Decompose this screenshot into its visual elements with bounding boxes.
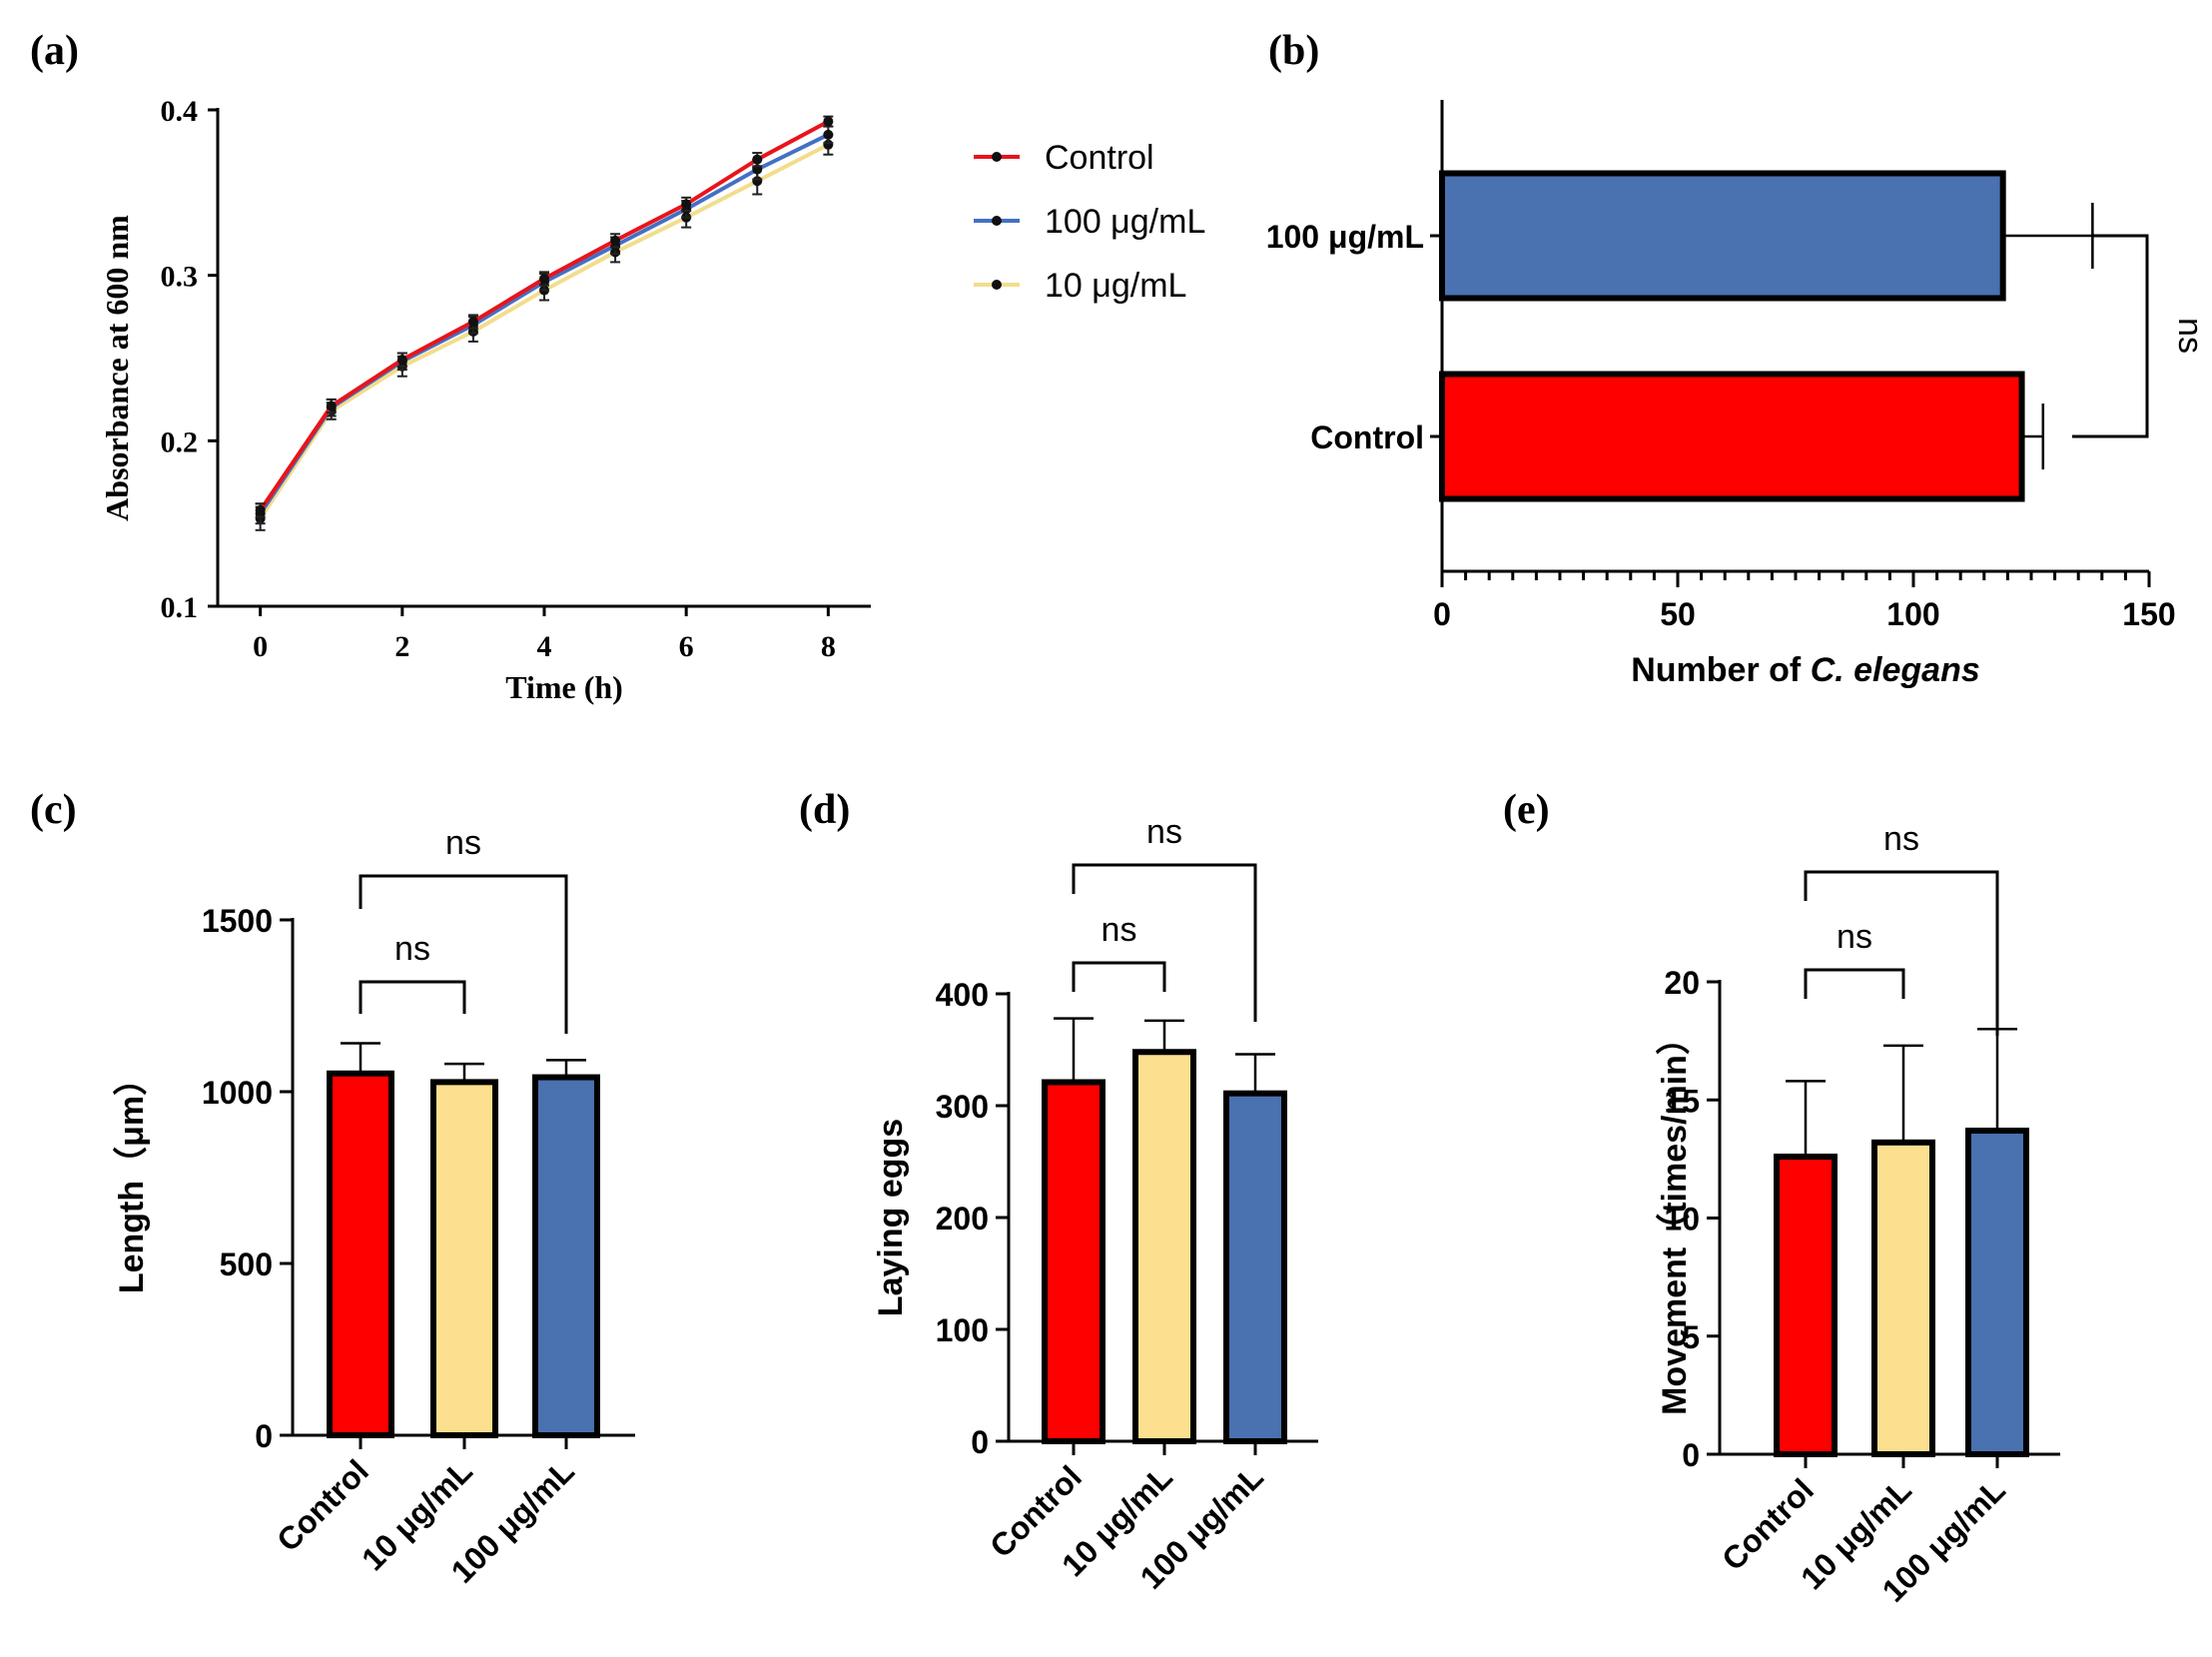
legend-marker [992,280,1002,290]
legend-marker [992,216,1002,226]
y-axis-label: Laying eggs [872,1119,910,1316]
x-category-label: Control [270,1452,375,1558]
x-tick-label: 100 [1886,596,1939,632]
y-category-label: 100 μg/mL [1266,219,1424,255]
data-point [823,116,834,127]
x-tick-label: 8 [821,630,836,663]
x-tick-label: 0 [1433,596,1451,632]
panel-label-d: (d) [799,787,850,833]
y-axis-label: Length（μm） [112,1062,151,1293]
panel-label-b: (b) [1268,28,1319,74]
y-tick-label: 20 [1664,965,1700,1001]
series-line [258,133,830,515]
data-point [681,199,692,210]
significance-label: ns [1883,820,1919,858]
x-axis-label-italic: C. elegans [1811,651,1980,689]
y-tick-label: 0.4 [161,95,199,128]
x-tick-label: 0 [253,630,268,663]
legend-marker [992,152,1002,162]
significance-label: ns [1146,813,1182,851]
x-axis-label: Number of C. elegans [1631,651,1980,689]
bar [532,1074,600,1438]
data-point [539,273,549,284]
y-tick-label: 0.1 [161,591,199,624]
panel-label-e: (e) [1503,787,1550,833]
significance-bracket [359,980,466,1014]
significance-label: ns [394,930,430,968]
significance-bracket [1072,863,1257,1022]
bar [430,1079,498,1439]
significance-label: ns [1102,911,1137,949]
y-tick-label: 0 [255,1418,273,1454]
bar [327,1070,394,1438]
bar [1439,371,2025,502]
y-tick-label: 0.2 [161,425,199,458]
y-tick-label: 1000 [202,1075,273,1111]
bar [1042,1079,1106,1444]
y-tick-label: 500 [220,1246,273,1282]
significance-bracket [2072,234,2149,438]
series-line [258,119,830,512]
bar [1439,170,2006,302]
data-point [610,235,621,246]
bar [1223,1090,1287,1445]
data-point [823,129,834,140]
data-point [326,401,337,412]
y-tick-label: 400 [936,977,989,1013]
x-tick-label: 4 [537,630,552,663]
y-axis-label: Absorbance at 600 nm [99,215,135,521]
chart-a-absorbance: 0.1 0.2 0.3 0.4 0 2 4 6 8 Time (h) Absorbance at 6… [99,95,1205,705]
bar [1965,1127,2029,1457]
data-point [752,154,763,165]
y-tick-label: 0.3 [161,261,199,294]
significance-bracket [1072,961,1166,992]
x-tick-label: 50 [1660,596,1696,632]
significance-label: ns [1837,918,1872,956]
bar [1774,1154,1838,1457]
y-category-label: Control [1310,419,1424,455]
x-axis-label: Time (h) [505,669,623,705]
y-tick-label: 100 [936,1312,989,1348]
y-tick-label: 5 [1682,1319,1700,1355]
chart-b-number: 100 μg/mL Control 0 50 100 150 Number of C. el… [1266,100,2209,689]
y-tick-label: 15 [1664,1083,1700,1119]
data-point [396,355,407,366]
y-tick-label: 0 [1682,1437,1700,1473]
x-tick-label: 2 [394,630,409,663]
panel-label-a: (a) [30,28,79,74]
data-point [467,317,478,328]
y-tick-label: 10 [1664,1202,1700,1238]
significance-bracket [1804,870,1999,1036]
significance-bracket [359,874,568,1034]
significance-label: ns [445,824,481,862]
bar [1871,1139,1935,1457]
y-tick-label: 200 [936,1201,989,1237]
legend-label: 100 μg/mL [1045,203,1205,241]
y-tick-label: 300 [936,1089,989,1125]
y-tick-label: 0 [971,1424,989,1460]
legend-label: 10 μg/mL [1045,267,1186,305]
x-axis-label-prefix: Number of [1631,651,1810,689]
y-tick-label: 1500 [202,903,273,939]
x-tick-label: 150 [2122,596,2175,632]
series-line [258,143,830,520]
data-point [255,504,266,515]
legend-label: Control [1045,139,1154,177]
y-axis-label: Movement（times/min） [1655,1021,1694,1415]
bar [1132,1049,1196,1444]
significance-bracket [1804,968,1905,999]
x-tick-label: 6 [679,630,694,663]
panel-label-c: (c) [30,787,77,833]
significance-label: ns [2171,318,2209,354]
